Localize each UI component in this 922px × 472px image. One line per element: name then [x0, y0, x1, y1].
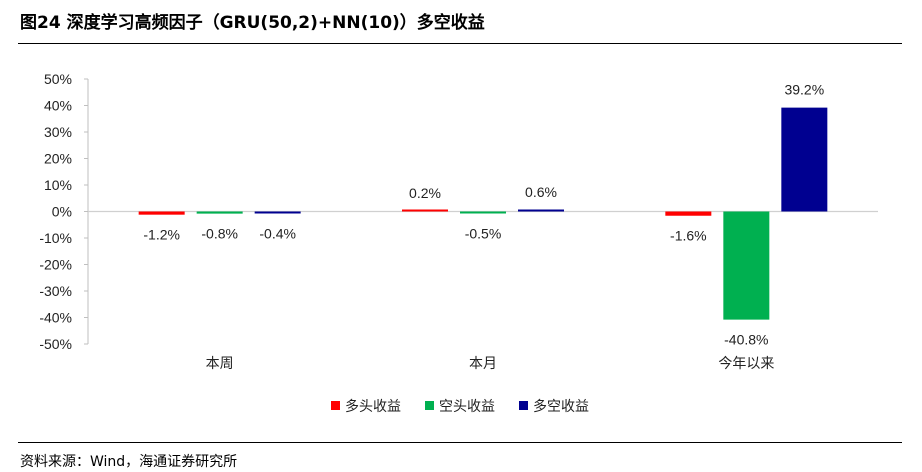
y-tick-label: 50% — [44, 71, 72, 87]
data-label: 39.2% — [784, 82, 824, 98]
legend-label: 空头收益 — [439, 398, 495, 414]
x-category-label: 本周 — [206, 355, 234, 371]
bar-long — [665, 211, 712, 216]
legend-swatch — [331, 401, 340, 410]
data-label: 0.6% — [525, 184, 557, 200]
footer-divider — [18, 442, 902, 443]
bar-long — [402, 209, 448, 212]
y-tick-label: -30% — [39, 283, 72, 299]
y-tick-label: 40% — [44, 98, 72, 114]
y-tick-label: -50% — [39, 336, 72, 352]
data-label: -0.8% — [201, 226, 238, 242]
data-label: -0.5% — [465, 226, 502, 242]
x-category-label: 本月 — [469, 355, 497, 371]
legend-label: 多头收益 — [345, 398, 401, 414]
bar-chart: 50% 40% 30% 20% 10% 0% -10% -20% -30% -40% -50% 本周 -… — [39, 71, 878, 414]
title-divider — [18, 43, 902, 44]
data-label: 0.2% — [409, 185, 441, 201]
chart-title: 图24 深度学习高频因子（GRU(50,2)+NN(10)）多空收益 — [20, 13, 485, 33]
y-tick-label: 10% — [44, 177, 72, 193]
bar-long-short — [781, 107, 828, 212]
y-tick-label: -10% — [39, 230, 72, 246]
y-tick-label: 30% — [44, 124, 72, 140]
y-tick-label: 0% — [52, 204, 72, 220]
y-tick-label: 20% — [44, 151, 72, 167]
bar-long-short — [254, 211, 301, 214]
x-category-label: 今年以来 — [718, 355, 774, 371]
source-note: 资料来源：Wind，海通证券研究所 — [20, 454, 238, 470]
data-label: -1.2% — [143, 227, 180, 243]
data-label: -40.8% — [724, 332, 768, 348]
bar-long — [138, 211, 185, 215]
bar-short — [460, 211, 506, 214]
bar-short — [723, 211, 770, 320]
y-tick-label: -40% — [39, 310, 72, 326]
legend-swatch — [519, 401, 528, 410]
data-label: -1.6% — [670, 228, 707, 244]
bar-short — [196, 211, 243, 214]
y-tick-label: -20% — [39, 257, 72, 273]
legend-swatch — [425, 401, 434, 410]
bar-long-short — [518, 209, 564, 212]
legend-label: 多空收益 — [533, 398, 589, 414]
data-label: -0.4% — [259, 226, 296, 242]
